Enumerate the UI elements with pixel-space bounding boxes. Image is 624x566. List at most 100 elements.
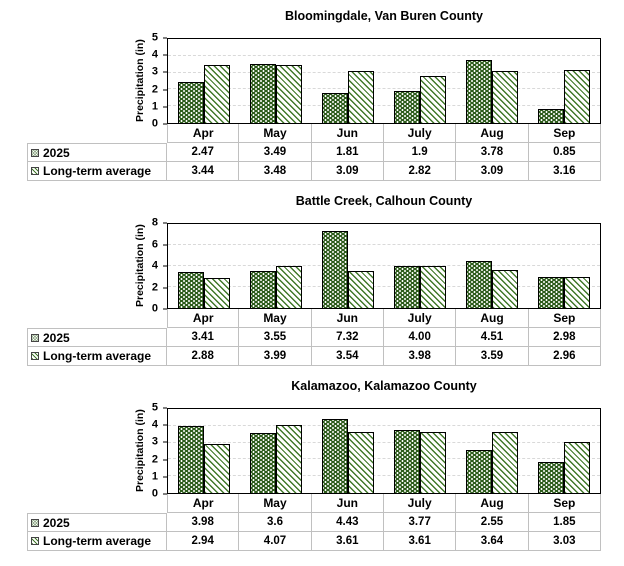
diagonal-hatch-square-icon: [31, 167, 39, 175]
bar-average-july: [420, 432, 446, 493]
bar-average-july: [420, 75, 446, 123]
data-table: Apr May Jun July Aug Sep 2025 2.47 3.49 1.81 1.9 3.…: [27, 124, 601, 181]
value-cell-average-aug: 3.09: [456, 162, 529, 181]
y-tick-label: 3: [151, 435, 158, 448]
y-tick-mark: [163, 244, 167, 245]
chart-section-battle-creek: Battle Creek, Calhoun County Precipitati…: [0, 185, 624, 370]
bar-2025-aug: [466, 59, 492, 123]
bar-group-sep: [528, 409, 600, 493]
y-axis: Precipitation (in) 0 1 2 3 4 5: [27, 32, 167, 129]
month-header-apr: Apr: [167, 124, 240, 143]
chart-row: Precipitation (in) 0 1 2 3 4 5: [27, 395, 601, 499]
chart-row: Precipitation (in) 0 1 2 3 4 5: [27, 25, 601, 129]
bar-average-sep: [564, 276, 590, 308]
bar-average-aug: [492, 270, 518, 308]
bar-group-jun: [312, 409, 384, 493]
diagonal-hatch-square-icon: [31, 537, 39, 545]
y-tick-mark: [163, 287, 167, 288]
y-tick-label: 5: [151, 31, 158, 44]
value-cell-average-july: 3.61: [384, 532, 457, 551]
bar-average-jun: [348, 432, 374, 493]
month-header-sep: Sep: [528, 494, 601, 513]
gridline: [168, 71, 600, 73]
legend-cell-average: Long-term average: [27, 532, 167, 551]
bar-average-jun: [348, 71, 374, 123]
chart-row: Precipitation (in) 0 2 4 6 8: [27, 210, 601, 314]
bars-row: [168, 224, 600, 308]
value-cell-average-aug: 3.64: [456, 532, 529, 551]
value-cell-average-apr: 2.88: [167, 347, 240, 366]
y-tick-label: 2: [151, 453, 158, 466]
y-tick-label: 2: [151, 83, 158, 96]
month-header-apr: Apr: [167, 309, 240, 328]
month-header-aug: Aug: [456, 124, 529, 143]
gridline: [168, 441, 600, 443]
bar-group-july: [384, 409, 456, 493]
legend-label-2025: 2025: [43, 330, 70, 345]
value-cell-2025-apr: 3.41: [167, 328, 240, 347]
bar-2025-may: [250, 64, 276, 123]
legend-label-average: Long-term average: [43, 349, 152, 363]
bar-average-apr: [204, 443, 230, 493]
y-tick-label: 0: [151, 302, 158, 315]
table-corner-cell: [27, 309, 167, 328]
chart-title: Bloomingdale, Van Buren County: [285, 9, 483, 23]
value-cell-average-apr: 3.44: [167, 162, 240, 181]
value-cell-2025-apr: 3.98: [167, 513, 240, 532]
value-cell-2025-july: 3.77: [384, 513, 457, 532]
bar-2025-sep: [538, 276, 564, 308]
y-axis: Precipitation (in) 0 2 4 6 8: [27, 217, 167, 314]
bar-2025-sep: [538, 108, 564, 123]
bar-average-may: [276, 266, 302, 308]
gridline: [168, 286, 600, 287]
y-tick-mark: [163, 265, 167, 267]
y-tick-mark: [163, 493, 167, 495]
value-cell-2025-aug: 2.55: [456, 513, 529, 532]
month-header-may: May: [239, 309, 312, 328]
bar-2025-apr: [178, 81, 204, 123]
bar-average-jun: [348, 270, 374, 308]
legend-label-2025: 2025: [43, 515, 70, 530]
month-header-aug: Aug: [456, 309, 529, 328]
bar-average-sep: [564, 442, 590, 493]
gridline: [168, 475, 600, 477]
month-header-jun: Jun: [311, 494, 384, 513]
y-tick-label: 0: [151, 117, 158, 130]
gridline: [168, 244, 600, 245]
legend-cell-average: Long-term average: [27, 347, 167, 366]
value-cell-2025-july: 4.00: [384, 328, 457, 347]
bars-row: [168, 39, 600, 123]
y-tick-label: 5: [151, 401, 158, 414]
y-tick-label: 8: [151, 216, 158, 229]
chart-title: Battle Creek, Calhoun County: [295, 194, 473, 208]
bar-group-apr: [168, 39, 240, 123]
value-cell-2025-aug: 4.51: [456, 328, 529, 347]
value-cell-2025-may: 3.49: [239, 143, 312, 162]
value-cell-average-jun: 3.54: [311, 347, 384, 366]
value-cell-2025-jun: 7.32: [311, 328, 384, 347]
y-tick-mark: [163, 407, 167, 409]
bar-2025-sep: [538, 461, 564, 493]
dotted-green-square-icon: [31, 333, 39, 342]
value-cell-2025-july: 1.9: [384, 143, 457, 162]
bar-group-july: [384, 224, 456, 308]
chart-section-kalamazoo: Kalamazoo, Kalamazoo County Precipitatio…: [0, 370, 624, 555]
gridline: [168, 54, 600, 56]
y-axis-title: Precipitation (in): [134, 224, 146, 308]
y-tick-label: 4: [151, 259, 158, 272]
value-cell-2025-sep: 2.98: [528, 328, 601, 347]
chart-section-bloomingdale: Bloomingdale, Van Buren County Precipita…: [0, 0, 624, 185]
y-tick-label: 4: [151, 418, 158, 431]
table-corner-cell: [27, 124, 167, 143]
bar-group-sep: [528, 39, 600, 123]
value-cell-2025-apr: 2.47: [167, 143, 240, 162]
bar-average-may: [276, 64, 302, 123]
y-tick-mark: [163, 54, 167, 56]
plot-area: [167, 223, 601, 309]
y-axis-title: Precipitation (in): [134, 39, 146, 123]
bar-2025-aug: [466, 450, 492, 493]
bar-group-jun: [312, 224, 384, 308]
bar-average-sep: [564, 69, 590, 123]
value-cell-2025-aug: 3.78: [456, 143, 529, 162]
month-header-july: July: [384, 494, 457, 513]
